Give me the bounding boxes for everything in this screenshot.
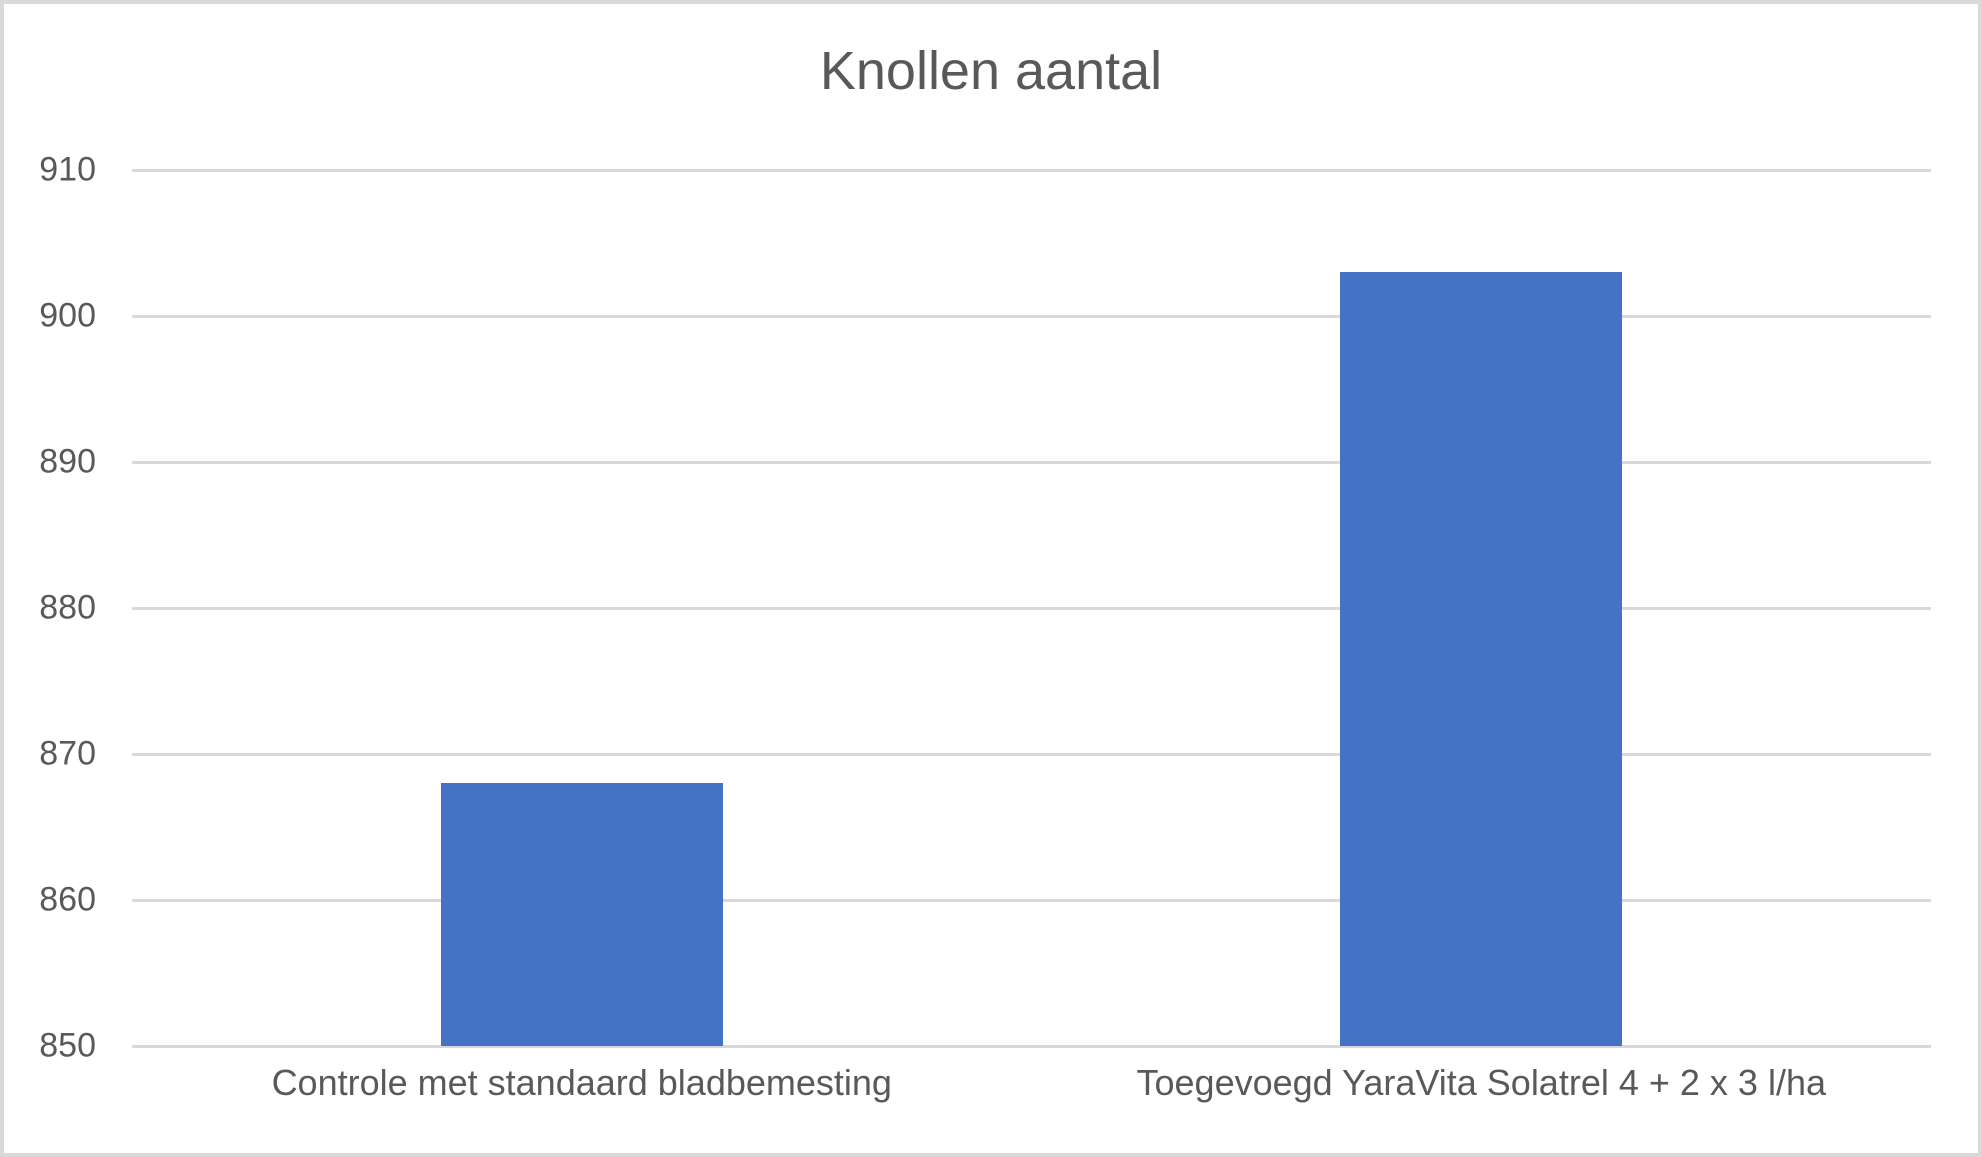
y-tick-label: 860 <box>39 880 96 919</box>
chart-title: Knollen aantal <box>819 41 1163 101</box>
plot-area <box>132 168 1931 1048</box>
y-axis: 850 860 870 880 890 900 910 <box>20 151 96 1065</box>
y-tick-label: 890 <box>39 442 96 481</box>
gridline <box>132 168 1931 172</box>
y-tick-label: 900 <box>39 296 96 335</box>
gridline <box>132 460 1931 464</box>
gridline <box>132 752 1931 756</box>
y-tick-label: 910 <box>39 150 96 189</box>
bar-1 <box>440 783 723 1046</box>
x-axis: Controle met standaard bladbemesting Toeg… <box>132 1062 1931 1104</box>
bar-2 <box>1340 272 1623 1046</box>
y-tick-label: 870 <box>39 734 96 773</box>
x-category-label: Controle met standaard bladbemesting <box>271 1062 892 1103</box>
y-tick-label: 850 <box>39 1026 96 1065</box>
gridline <box>132 314 1931 318</box>
gridline <box>132 606 1931 610</box>
gridline <box>132 898 1931 902</box>
gridline <box>132 1044 1931 1048</box>
x-category-label: Toegevoegd YaraVita Solatrel 4 + 2 x 3 l… <box>1136 1062 1826 1103</box>
y-tick-label: 880 <box>39 588 96 627</box>
